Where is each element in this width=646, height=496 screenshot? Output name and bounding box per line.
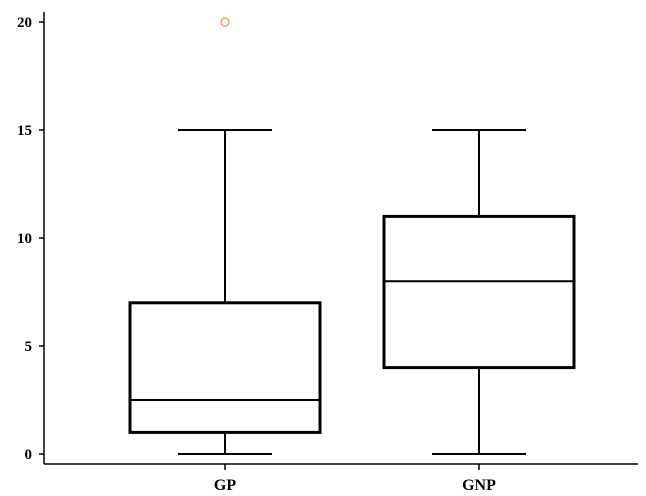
box-gnp <box>382 129 576 455</box>
y-tick-label: 15 <box>17 123 32 139</box>
y-tick-label: 10 <box>17 231 32 247</box>
y-tick-label: 20 <box>17 15 32 31</box>
interquartile-box <box>382 214 576 370</box>
y-tick-label: 0 <box>25 447 33 463</box>
y-tick-label: 5 <box>25 339 33 355</box>
axes: 0 5 10 15 20 GP GNP <box>17 12 638 494</box>
box-gp <box>128 17 322 455</box>
x-tick-label: GNP <box>462 477 496 494</box>
box-series <box>128 17 576 455</box>
interquartile-box <box>128 301 322 434</box>
outlier-point <box>220 17 230 27</box>
x-tick-label: GP <box>214 477 236 494</box>
